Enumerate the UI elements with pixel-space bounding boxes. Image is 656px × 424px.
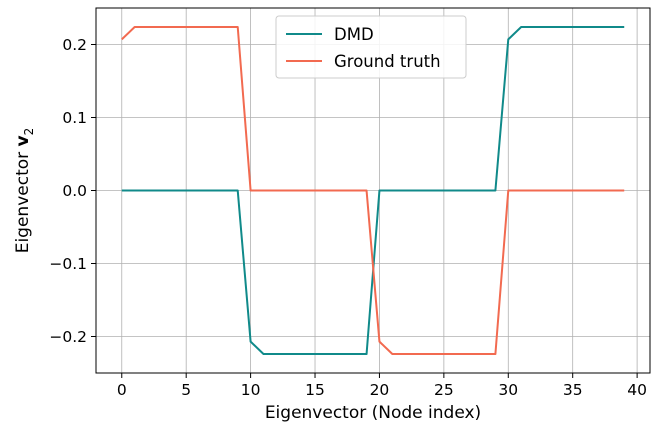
x-tick-label: 40 (627, 381, 647, 399)
y-axis-label: Eigenvector v2 (13, 128, 36, 254)
y-axis-ticks: −0.2 −0.1 0.0 0.1 0.2 (49, 36, 96, 346)
y-tick-label: 0.0 (62, 182, 87, 200)
legend: DMD Ground truth (275, 15, 467, 79)
x-tick-label: 30 (498, 381, 518, 399)
y-tick-label: −0.2 (49, 328, 87, 346)
x-tick-label: 20 (370, 381, 390, 399)
y-tick-label: 0.1 (62, 109, 87, 127)
y-axis-label-subscript: 2 (22, 128, 36, 136)
x-tick-label: 10 (241, 381, 261, 399)
y-axis-label-text: Eigenvector (13, 146, 33, 253)
y-tick-label: 0.2 (62, 36, 87, 54)
legend-label-dmd: DMD (334, 25, 374, 44)
x-tick-label: 15 (305, 381, 325, 399)
y-tick-label: −0.1 (49, 255, 87, 273)
x-tick-label: 35 (563, 381, 583, 399)
legend-label-ground-truth: Ground truth (334, 52, 441, 71)
x-axis-ticks: 0 5 10 15 20 25 30 35 40 (117, 373, 647, 399)
x-tick-label: 25 (434, 381, 454, 399)
x-axis-label: Eigenvector (Node index) (265, 403, 481, 423)
legend-box (275, 15, 467, 79)
x-tick-label: 0 (117, 381, 127, 399)
series-line-ground-truth (121, 25, 625, 356)
series-lines (121, 25, 625, 356)
y-axis-label-symbol: v (13, 135, 33, 146)
x-tick-label: 5 (181, 381, 191, 399)
